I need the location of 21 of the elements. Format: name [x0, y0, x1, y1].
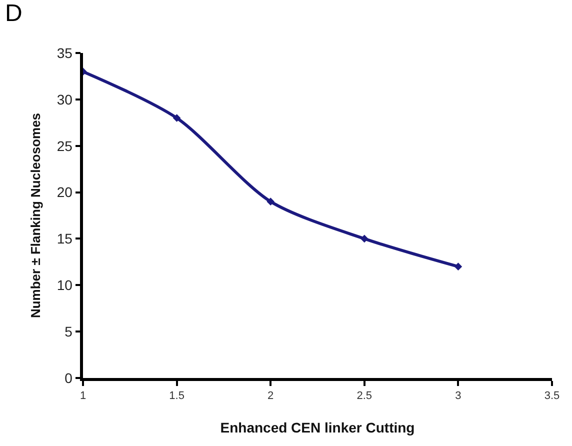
- y-tick-label: 25: [56, 138, 73, 154]
- y-tick-label: 0: [64, 370, 73, 386]
- y-tick-label: 30: [56, 91, 73, 108]
- point: [454, 262, 462, 270]
- x-axis-title: Enhanced CEN linker Cutting: [220, 419, 415, 436]
- x-tick-label: 1: [80, 390, 86, 402]
- x-tick-label: 2: [268, 390, 274, 402]
- y-axis-title: Number ± Flanking Nucleosomes: [28, 112, 43, 318]
- x-tick-label: 1.5: [169, 390, 184, 402]
- y-tick-label: 35: [56, 44, 73, 61]
- y-tick-label: 10: [56, 277, 73, 294]
- x-tick-label: 3.5: [544, 390, 560, 402]
- y-tick-label: 20: [56, 184, 73, 200]
- point: [172, 114, 181, 122]
- x-tick-label: 3: [455, 390, 462, 402]
- text: D: [5, 0, 22, 27]
- point: [360, 234, 368, 243]
- y-tick-label: 15: [56, 230, 73, 247]
- y-tick-label: 5: [64, 323, 73, 340]
- x-tick-label: 2.5: [356, 390, 372, 402]
- point: [266, 198, 274, 206]
